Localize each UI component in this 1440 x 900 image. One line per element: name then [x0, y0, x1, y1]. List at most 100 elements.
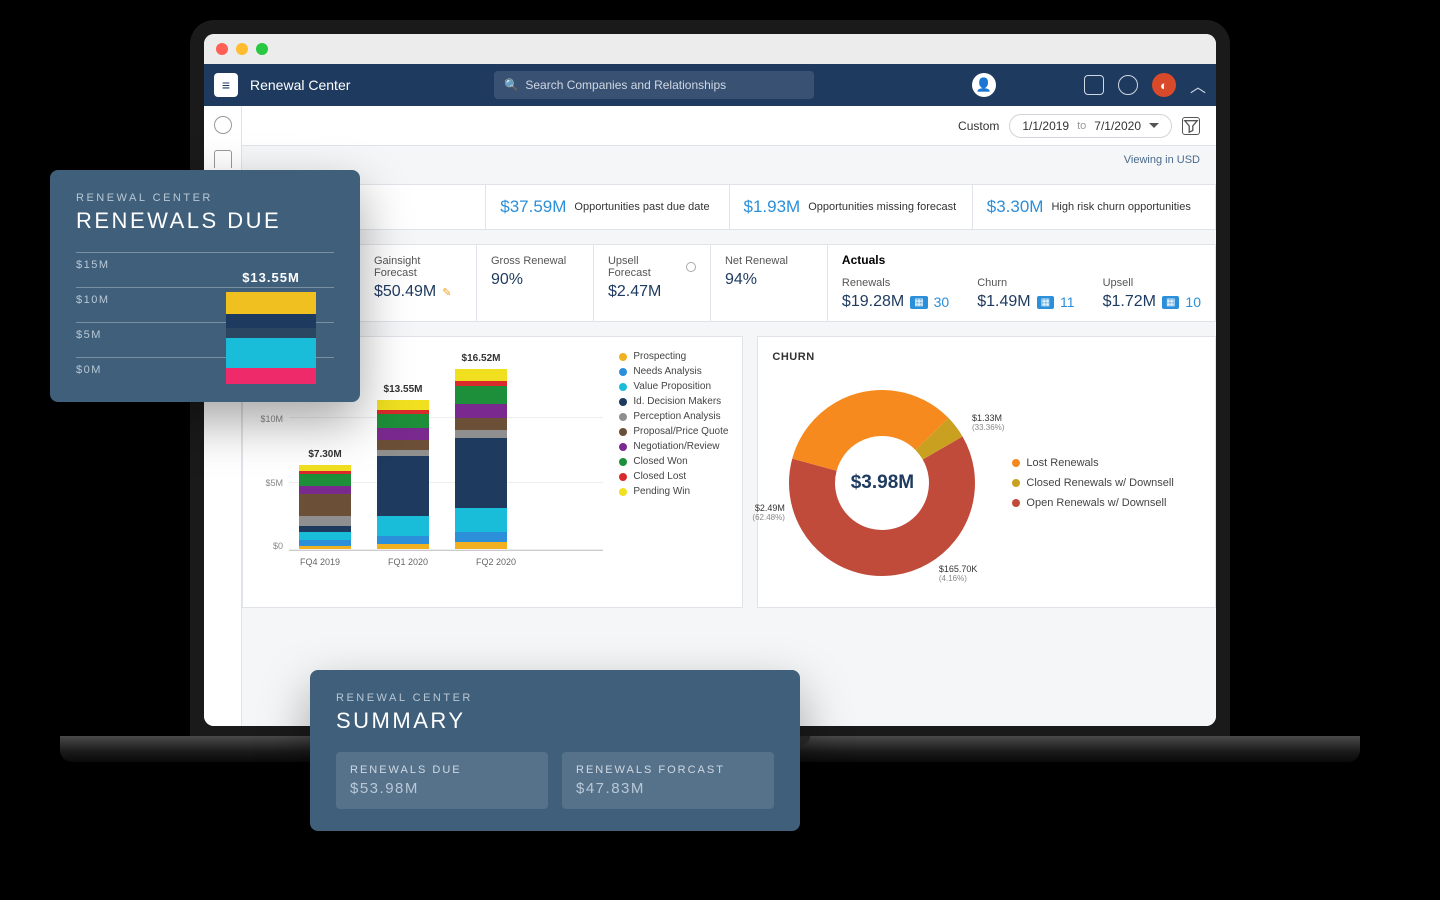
pencil-icon[interactable]: ✎	[442, 286, 451, 299]
actuals-header: Actuals	[828, 245, 1215, 267]
legend-item[interactable]: Perception Analysis	[619, 411, 728, 422]
kpi-card[interactable]: $3.30M High risk churn opportunities	[973, 185, 1215, 229]
callout-sub: (4.16%)	[939, 574, 978, 583]
book-icon[interactable]	[1084, 75, 1104, 95]
fc-value: $1.49M	[977, 293, 1030, 311]
bar-segment	[455, 386, 507, 404]
bar-total: $16.52M	[462, 353, 501, 364]
xtick: FQ4 2019	[289, 557, 351, 567]
date-mode-label: Custom	[958, 119, 999, 133]
legend-item[interactable]: Open Renewals w/ Downsell	[1012, 497, 1173, 509]
bar-segment	[377, 400, 429, 410]
legend-item[interactable]: Lost Renewals	[1012, 457, 1173, 469]
bar-segment	[455, 369, 507, 381]
ytick: $0	[257, 541, 283, 551]
summary-tile[interactable]: RENEWALS DUE $53.98M	[336, 752, 548, 809]
bar-segment	[299, 474, 351, 486]
legend-dot-icon	[1012, 479, 1020, 487]
overlay-title: SUMMARY	[336, 708, 774, 734]
forecast-row: newal Forecast 52.46M Gainsight Forecast…	[242, 244, 1216, 322]
bar-column[interactable]: $16.52M	[455, 369, 507, 550]
bar-total: $13.55M	[384, 384, 423, 395]
legend-label: Perception Analysis	[633, 411, 720, 422]
org-avatar[interactable]: ◐	[1152, 73, 1176, 97]
fc-count: 11	[1060, 294, 1075, 310]
kpi-card[interactable]: $1.93M Opportunities missing forecast	[730, 185, 972, 229]
rail-home-icon[interactable]	[214, 150, 232, 168]
bar-segment	[377, 536, 429, 544]
legend-item[interactable]: Closed Lost	[619, 471, 728, 482]
legend-label: Negotiation/Review	[633, 441, 719, 452]
help-icon[interactable]	[1118, 75, 1138, 95]
legend-label: Prospecting	[633, 351, 686, 362]
ytick: $10M	[257, 414, 283, 424]
chart-title: CHURN	[772, 351, 1201, 363]
legend-item[interactable]: Closed Renewals w/ Downsell	[1012, 477, 1173, 489]
kpi-row: missing renewal ies $37.59M Opportunitie…	[242, 184, 1216, 230]
search-input[interactable]: 🔍 Search Companies and Relationships	[494, 71, 814, 99]
xtick: FQ2 2020	[465, 557, 527, 567]
tile-label: RENEWALS FORCAST	[576, 764, 760, 776]
bar-column[interactable]: $7.30M	[299, 465, 351, 550]
chevron-up-icon[interactable]: ︿	[1190, 73, 1206, 97]
legend-label: Closed Lost	[633, 471, 686, 482]
legend-item[interactable]: Pending Win	[619, 486, 728, 497]
legend-label: Value Proposition	[633, 381, 711, 392]
bar-segment	[299, 486, 351, 494]
fc-label: Churn	[977, 277, 1074, 289]
bar-segment	[226, 314, 316, 328]
legend-item[interactable]: Proposal/Price Quote	[619, 426, 728, 437]
legend-item[interactable]: Prospecting	[619, 351, 728, 362]
donut-center-value: $3.98M	[851, 472, 914, 494]
callout-value: $165.70K	[939, 564, 978, 574]
date-to: 7/1/2020	[1094, 119, 1141, 133]
legend-dot-icon	[619, 428, 627, 436]
bar-column[interactable]: $13.55M	[377, 400, 429, 550]
bar-segment	[455, 532, 507, 542]
bar-segment	[377, 414, 429, 428]
kpi-value: $1.93M	[744, 197, 801, 217]
summary-tile[interactable]: RENEWALS FORCAST $47.83M	[562, 752, 774, 809]
fc-label: Gainsight Forecast	[374, 255, 462, 279]
x-axis: FQ4 2019 FQ1 2020 FQ2 2020	[257, 551, 603, 567]
fc-count: 10	[1185, 294, 1201, 310]
legend-item[interactable]: Closed Won	[619, 456, 728, 467]
legend-label: Lost Renewals	[1026, 457, 1098, 469]
fc-label: Renewals	[842, 277, 949, 289]
bar-segment	[299, 494, 351, 516]
date-from: 1/1/2019	[1022, 119, 1069, 133]
legend-item[interactable]: Negotiation/Review	[619, 441, 728, 452]
fc-value: $19.28M	[842, 293, 904, 311]
overlay-renewals-due: RENEWAL CENTER RENEWALS DUE $15M $10M $5…	[50, 170, 360, 402]
legend-item[interactable]: Value Proposition	[619, 381, 728, 392]
date-range-picker[interactable]: 1/1/2019 to 7/1/2020	[1009, 114, 1172, 138]
close-icon[interactable]	[216, 43, 228, 55]
legend-dot-icon	[619, 488, 627, 496]
maximize-icon[interactable]	[256, 43, 268, 55]
page-title: Renewal Center	[250, 77, 350, 93]
kpi-label: High risk churn opportunities	[1051, 201, 1190, 213]
menu-icon[interactable]: ≡	[214, 73, 238, 97]
xtick: FQ1 2020	[377, 557, 439, 567]
forecast-col: Net Renewal 94%	[711, 245, 828, 321]
legend-label: Id. Decision Makers	[633, 396, 721, 407]
fc-label: Gross Renewal	[491, 255, 579, 267]
legend-dot-icon	[619, 443, 627, 451]
kpi-label: Opportunities past due date	[574, 201, 709, 213]
bar-segment	[455, 508, 507, 532]
fc-value: $1.72M	[1103, 293, 1156, 311]
legend-label: Needs Analysis	[633, 366, 701, 377]
user-avatar[interactable]: 👤	[972, 73, 996, 97]
forecast-col: Gainsight Forecast $50.49M✎	[360, 245, 477, 321]
callout-sub: (62.48%)	[752, 513, 784, 522]
rail-search-icon[interactable]	[214, 116, 232, 134]
legend-item[interactable]: Needs Analysis	[619, 366, 728, 377]
kpi-card[interactable]: $37.59M Opportunities past due date	[486, 185, 728, 229]
tile-label: RENEWALS DUE	[350, 764, 534, 776]
minimize-icon[interactable]	[236, 43, 248, 55]
legend-label: Closed Renewals w/ Downsell	[1026, 477, 1173, 489]
filter-icon[interactable]	[1182, 117, 1200, 135]
info-icon[interactable]	[686, 262, 696, 272]
bar-segment	[377, 516, 429, 536]
legend-item[interactable]: Id. Decision Makers	[619, 396, 728, 407]
